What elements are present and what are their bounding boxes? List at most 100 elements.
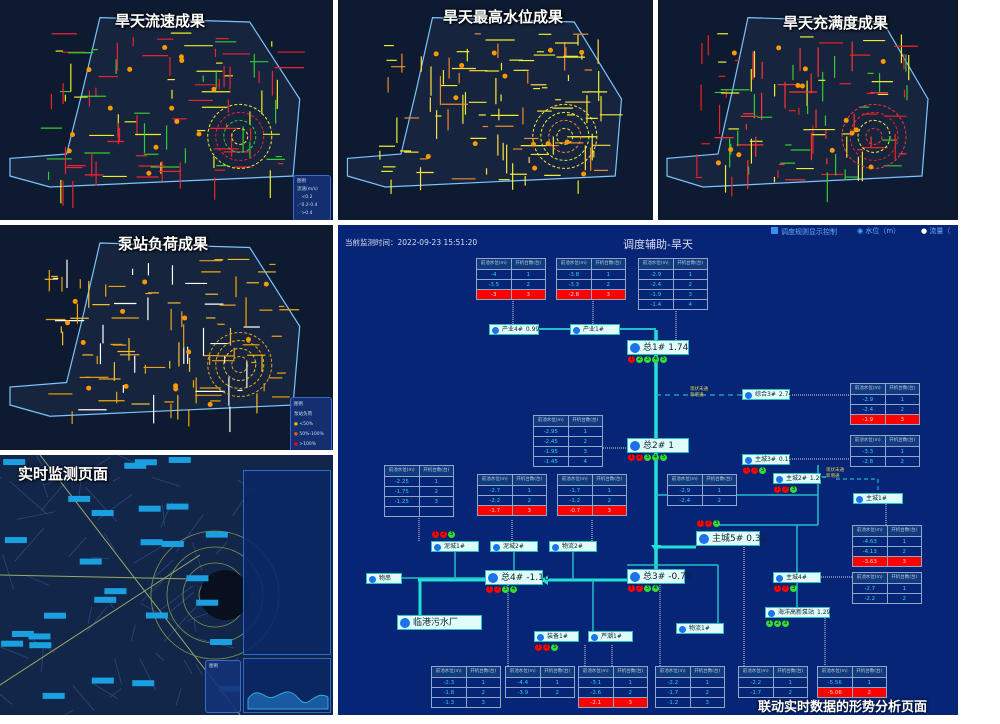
pump-station-node[interactable]: 主城5# 0.32	[696, 531, 766, 546]
table-row: -1.95 3	[534, 446, 602, 456]
pump-station-marker	[731, 50, 737, 56]
table-row: -1.2 3	[656, 697, 724, 707]
monitor-label	[68, 495, 91, 502]
pump-station-node[interactable]: 芦潮1#	[588, 631, 633, 642]
table-row: -1.7 2	[739, 687, 807, 697]
table-row: -1.45 4	[534, 456, 602, 466]
monitor-label	[4, 537, 27, 544]
flow-radio[interactable]: ● 流量（	[921, 227, 951, 235]
pump-station-marker	[86, 67, 92, 73]
pump-status-off: 2	[751, 467, 758, 474]
monitor-label	[186, 575, 209, 582]
monitor-label	[205, 531, 228, 538]
pump-status-on: 3	[790, 585, 797, 592]
table-row: -2.2 2	[478, 495, 546, 505]
pump-station-node[interactable]: 综合3# 2.74	[742, 389, 792, 400]
table-row: -4.13 2	[853, 546, 921, 556]
pump-station-node[interactable]: 主城2# 1.26	[773, 473, 823, 484]
legend-item: >0.4	[301, 211, 313, 216]
pump-status-on: 3	[644, 454, 651, 461]
pump-icon	[776, 575, 783, 582]
chart-panel[interactable]	[243, 658, 331, 713]
pump-station-marker	[153, 144, 159, 150]
table-row: -2.8 2	[851, 456, 919, 466]
monitor-label	[91, 677, 114, 684]
pump-station-marker	[211, 86, 217, 92]
pump-status-off: 1	[432, 531, 439, 538]
rule-display-checkbox[interactable]: 调度规则显示控制	[771, 227, 837, 237]
pump-station-node[interactable]: 装备1#	[534, 631, 579, 642]
water-level-radio[interactable]: ◉ 水位（m）	[857, 227, 901, 235]
pump-station-node[interactable]: 产业1#	[570, 324, 620, 335]
pump-station-node[interactable]: 泥城2#	[490, 541, 538, 552]
map-max-water-level[interactable]: 旱天最高水位成果	[338, 0, 653, 220]
pump-rule-table: 前池水位(m) 开机台数(台) -2.9 1 -2.4 2	[667, 474, 737, 506]
pump-rule-table: 前池水位(m) 开机台数(台) -1.7 1 -1.2 2 -0.7 3	[557, 474, 627, 516]
pump-station-node[interactable]: 临港污水厂	[397, 615, 482, 630]
legend-subtitle: 泵站负荷	[294, 412, 312, 417]
table-row: -3.3 2	[557, 279, 625, 289]
pump-status-on: 2	[636, 356, 643, 363]
pump-station-node[interactable]: 总3# -0.76	[627, 569, 692, 584]
pump-station-node[interactable]: 总4# -1.16	[485, 570, 550, 585]
pump-station-marker	[459, 62, 465, 68]
realtime-monitoring[interactable]: 实时监测页面 图例	[0, 455, 333, 715]
pump-station-marker	[182, 315, 188, 321]
pump-station-marker	[80, 340, 86, 346]
panel-title: 旱天流速成果	[115, 12, 206, 30]
table-row: -1.3 3	[432, 697, 500, 707]
table-row: -2.3 1	[432, 677, 500, 687]
pump-station-node[interactable]: 主城1#	[853, 493, 903, 504]
pump-rule-table: 前池水位(m) 开机台数(台) -2.25 1 -1.75 2 -1.25 3	[384, 465, 454, 517]
pump-station-marker	[196, 131, 202, 137]
pump-station-node[interactable]: 总2# 1	[627, 438, 689, 453]
pump-station-node[interactable]: 产业4# 0.99	[489, 324, 539, 335]
pump-station-marker	[532, 165, 538, 171]
dispatch-diagram: 当前监测时间：2022-09-23 15:51:20 调度辅助-旱天 调度规则显…	[338, 225, 958, 715]
pump-station-node[interactable]: 总1# 1.74	[627, 340, 689, 355]
map-pump-load[interactable]: 泵站负荷成果 图例 泵站负荷 ● <50% ● 50%-100% ● >100%	[0, 225, 333, 450]
map-flow-velocity[interactable]: 旱天流速成果 图例 流速(m/s) ／<0.2 ／0.2-0.4 ／>0.4	[0, 0, 333, 220]
pump-icon	[856, 496, 863, 503]
table-row: -3 3	[477, 289, 545, 299]
map-fullness[interactable]: 旱天充满度成果	[658, 0, 958, 220]
pump-station-node[interactable]: 泥城1#	[431, 541, 479, 552]
table-row: -1.7 1	[558, 485, 626, 495]
monitor-label	[161, 541, 184, 548]
table-row: -2.2 1	[739, 677, 807, 687]
pump-station-marker	[142, 279, 148, 285]
table-row: -4.4 1	[506, 677, 574, 687]
pump-status-on: 5	[660, 356, 667, 363]
pump-status-on: 4	[652, 585, 659, 592]
pump-rule-table: 前池水位(m) 开机台数(台) -4.63 1 -4.13 2 -3.63 3	[852, 525, 922, 567]
monitor-label	[28, 633, 51, 640]
pump-station-node[interactable]: 主城4#	[773, 572, 821, 583]
pump-icon	[699, 534, 709, 544]
pump-status-off: 2	[705, 520, 712, 527]
pump-station-node[interactable]: 海洋高新泵站 1.29	[765, 607, 830, 618]
pump-station-node[interactable]: 物流1#	[676, 623, 724, 634]
pump-rule-table: 前池水位(m) 开机台数(台) -2.2 1 -1.7 2 -1.2 3	[655, 666, 725, 708]
table-row: -2.2 2	[853, 593, 921, 603]
side-panel[interactable]	[243, 470, 331, 655]
monitor-label	[104, 588, 127, 595]
pump-rule-table: 前池水位(m) 开机台数(台) -3.3 1 -2.8 2	[850, 435, 920, 467]
legend-item: <0.2	[301, 195, 313, 200]
pump-icon	[768, 610, 775, 617]
pump-station-node[interactable]: 主城3# 0.15	[742, 454, 792, 465]
pump-station-node[interactable]: 物串	[366, 573, 402, 584]
pump-station-marker	[146, 170, 152, 176]
pump-station-node[interactable]: 物流2#	[549, 541, 597, 552]
pump-status-off: 1	[743, 467, 750, 474]
pump-station-marker	[178, 54, 184, 60]
pump-rule-table: 前池水位(m) 开机台数(台) -4 1 -3.5 2 -3 3	[476, 258, 546, 300]
pump-station-marker	[69, 132, 75, 138]
table-row: -3.8 1	[557, 269, 625, 279]
pump-rule-table: 前池水位(m) 开机台数(台) -2.7 1 -2.2 2	[852, 572, 922, 604]
pump-status-off: 1	[628, 585, 635, 592]
table-row: -2.9 1	[668, 485, 736, 495]
